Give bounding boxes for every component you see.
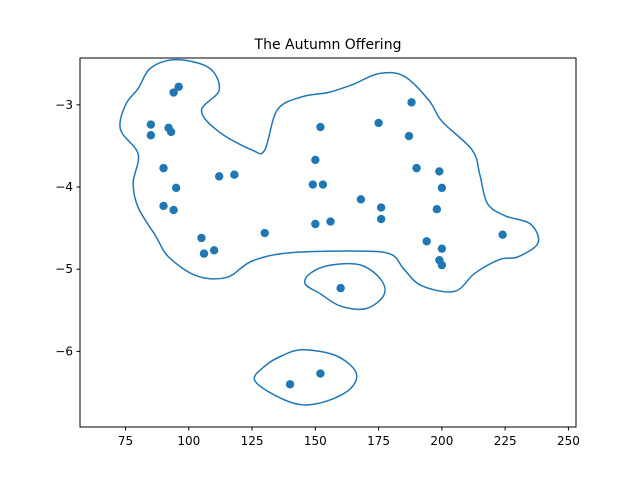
data-point xyxy=(308,180,318,189)
y-axis: −6 −5 −4 −3 xyxy=(55,98,80,358)
plot-area xyxy=(80,58,576,427)
data-point xyxy=(311,155,320,165)
data-point xyxy=(374,118,383,128)
chart-title: The Autumn Offering xyxy=(254,37,402,53)
contour-line xyxy=(303,262,386,311)
data-point xyxy=(432,205,442,214)
x-axis: 75 100 125 150 175 200 225 250 xyxy=(118,427,580,448)
data-point xyxy=(356,195,366,204)
data-point xyxy=(316,369,325,378)
data-point xyxy=(197,233,206,243)
data-point xyxy=(166,127,176,137)
data-point xyxy=(376,214,386,224)
data-point xyxy=(435,167,444,176)
contour-line xyxy=(119,58,540,293)
data-point xyxy=(159,201,168,211)
x-tick-label: 200 xyxy=(430,434,453,448)
x-tick-label: 225 xyxy=(494,434,517,448)
data-point xyxy=(209,246,219,255)
data-point xyxy=(214,172,224,181)
data-point xyxy=(316,122,325,132)
x-tick-label: 100 xyxy=(177,434,200,448)
data-point xyxy=(171,183,181,193)
data-point xyxy=(311,219,320,229)
contour-line xyxy=(253,348,358,406)
contour-lines xyxy=(119,58,540,406)
x-tick-label: 125 xyxy=(241,434,264,448)
data-point xyxy=(199,249,209,258)
data-point xyxy=(146,120,156,129)
data-point xyxy=(285,380,295,389)
y-tick-label: −5 xyxy=(55,262,73,276)
data-point xyxy=(404,131,414,141)
data-point xyxy=(169,205,178,215)
x-tick-label: 250 xyxy=(557,434,580,448)
x-tick-label: 75 xyxy=(118,434,133,448)
plot-frame xyxy=(79,57,577,428)
data-point xyxy=(159,163,168,173)
scatter-points xyxy=(146,82,507,389)
data-point xyxy=(230,170,239,179)
y-tick-label: −3 xyxy=(55,98,73,112)
data-point xyxy=(260,228,269,238)
y-tick-label: −4 xyxy=(55,180,73,194)
data-point xyxy=(422,237,431,246)
y-tick-label: −6 xyxy=(55,344,73,358)
data-point xyxy=(437,260,447,270)
data-point xyxy=(407,98,416,107)
data-point xyxy=(437,183,447,193)
data-point xyxy=(498,230,507,239)
data-point xyxy=(318,180,328,189)
data-point xyxy=(412,163,421,173)
x-tick-label: 175 xyxy=(367,434,390,448)
data-point xyxy=(174,82,183,91)
data-point xyxy=(376,203,386,212)
x-tick-label: 150 xyxy=(304,434,327,448)
data-point xyxy=(169,88,178,97)
data-point xyxy=(437,244,447,253)
data-point xyxy=(326,217,335,226)
data-point xyxy=(336,283,345,293)
data-point xyxy=(146,131,156,140)
